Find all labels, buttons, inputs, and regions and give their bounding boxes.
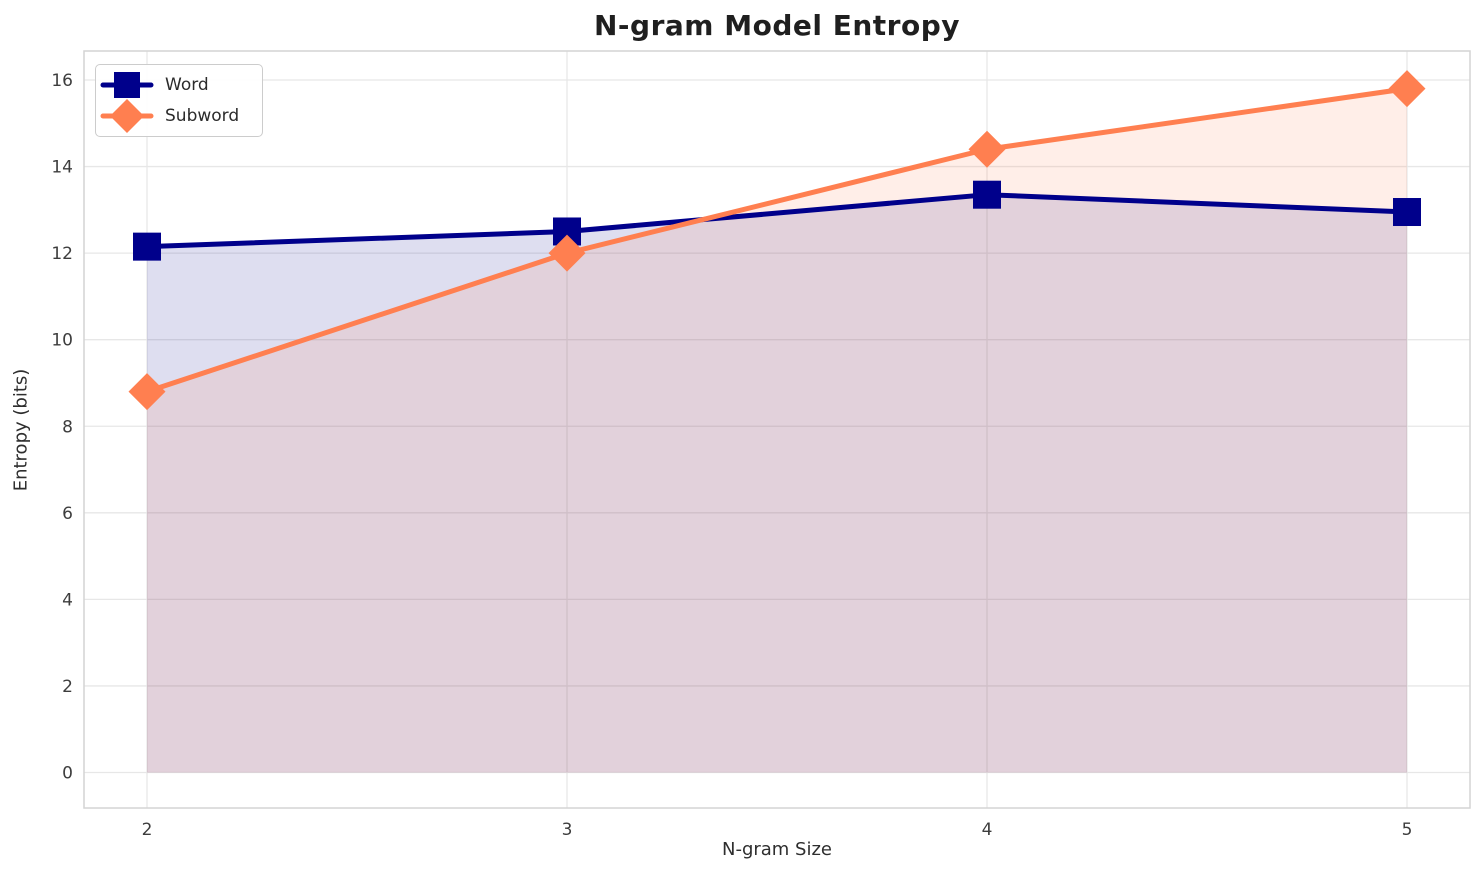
legend-item-word: Word	[100, 70, 250, 100]
y-tick-label: 8	[62, 417, 73, 437]
x-tick-label: 3	[562, 820, 573, 840]
x-axis-label: N-gram Size	[721, 839, 833, 860]
chart-title: N-gram Model Entropy	[594, 9, 960, 42]
legend: Word Subword	[95, 64, 263, 137]
x-tick-label: 4	[982, 820, 993, 840]
plot-border	[83, 50, 1471, 809]
series-word-area	[147, 194, 1407, 773]
y-tick-label: 10	[51, 331, 73, 351]
y-tick-label: 4	[62, 590, 73, 610]
y-tick-label: 14	[51, 158, 73, 178]
square-marker-icon	[100, 72, 154, 98]
legend-item-subword: Subword	[100, 99, 250, 133]
y-tick-label: 2	[62, 677, 73, 697]
series-word-marker	[133, 232, 161, 261]
y-tick-label: 12	[51, 244, 73, 264]
y-tick-label: 6	[62, 504, 73, 524]
x-tick-label: 5	[1402, 820, 1413, 840]
series-word-marker	[973, 180, 1001, 209]
legend-label: Word	[165, 74, 209, 95]
series-subword-marker	[548, 234, 586, 272]
series-subword-marker	[1388, 70, 1426, 108]
series-subword-line	[144, 86, 1410, 395]
y-axis-label: Entropy (bits)	[10, 368, 32, 492]
series-subword-area	[147, 88, 1407, 773]
diamond-marker-icon	[100, 99, 154, 133]
series-subword-marker	[968, 130, 1006, 168]
series-subword-marker	[128, 373, 166, 411]
x-tick-label: 2	[142, 820, 153, 840]
series-word-marker	[1393, 198, 1421, 227]
y-tick-label: 16	[51, 71, 73, 91]
series-word-line	[144, 192, 1410, 250]
legend-label: Subword	[165, 105, 240, 126]
y-tick-label: 0	[62, 764, 73, 784]
